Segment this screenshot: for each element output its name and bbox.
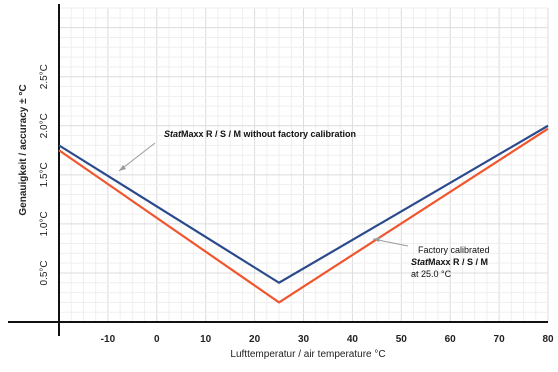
x-tick-label: 10 bbox=[200, 334, 212, 345]
annotation-uncalibrated-arrowhead bbox=[119, 165, 126, 171]
y-tick-label: 2.0°C bbox=[39, 113, 50, 138]
svg-text:StatMaxx R / S / M without fac: StatMaxx R / S / M without factory calib… bbox=[164, 129, 356, 139]
annotation-calibrated-model: Maxx R / S / M bbox=[428, 257, 488, 267]
x-tick-label: 60 bbox=[445, 334, 457, 345]
x-tick-labels: -10 0 10 20 30 40 50 60 70 80 bbox=[101, 334, 554, 345]
annotation-uncalibrated-brand: Stat bbox=[164, 129, 182, 139]
y-tick-label: 0.5°C bbox=[39, 260, 50, 285]
y-tick-label: 2.5°C bbox=[39, 64, 50, 89]
x-tick-label: 20 bbox=[249, 334, 261, 345]
y-tick-label: 1.5°C bbox=[39, 162, 50, 187]
annotation-calibrated-line1: Factory calibrated bbox=[418, 245, 490, 255]
x-tick-label: 0 bbox=[154, 334, 160, 345]
x-axis-label: Lufttemperatur / air temperature °C bbox=[230, 349, 385, 360]
y-axis-label: Genauigkeit / accuracy ± °C bbox=[18, 84, 29, 215]
x-tick-label: 50 bbox=[396, 334, 408, 345]
annotation-uncalibrated: StatMaxx R / S / M without factory calib… bbox=[118, 129, 356, 172]
series-lines bbox=[58, 124, 549, 304]
annotation-uncalibrated-text: Maxx R / S / M without factory calibrati… bbox=[181, 129, 356, 139]
axes bbox=[8, 4, 548, 336]
annotation-uncalibrated-pointer bbox=[118, 142, 156, 172]
grid bbox=[58, 7, 549, 323]
y-tick-labels: 0.5°C 1.0°C 1.5°C 2.0°C 2.5°C bbox=[39, 64, 50, 285]
x-tick-label: -10 bbox=[101, 334, 116, 345]
y-tick-label: 1.0°C bbox=[39, 211, 50, 236]
x-tick-label: 80 bbox=[542, 334, 554, 345]
annotation-calibrated-line3: at 25.0 °C bbox=[411, 269, 452, 279]
annotation-calibrated: Factory calibrated StatMaxx R / S / M at… bbox=[372, 237, 490, 279]
x-tick-label: 40 bbox=[347, 334, 359, 345]
x-tick-label: 70 bbox=[494, 334, 506, 345]
series-line-1 bbox=[58, 124, 549, 285]
annotation-calibrated-arrowhead bbox=[373, 237, 380, 242]
annotation-calibrated-brand: Stat bbox=[411, 257, 429, 267]
svg-text:StatMaxx R / S / M: StatMaxx R / S / M bbox=[411, 257, 488, 267]
x-tick-label: 30 bbox=[298, 334, 310, 345]
series-line-2 bbox=[58, 127, 549, 304]
